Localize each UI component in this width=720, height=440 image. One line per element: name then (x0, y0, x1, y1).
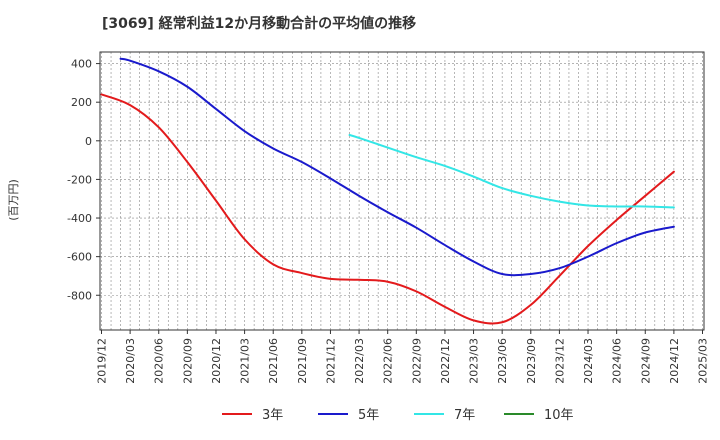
chart-title: [3069] 経常利益12か月移動合計の平均値の推移 (102, 15, 416, 32)
grid (100, 52, 704, 330)
x-tick-label: 2020/06 (153, 338, 166, 384)
x-tick-label: 2020/03 (124, 338, 137, 384)
x-tick-label: 2023/03 (468, 338, 481, 384)
x-tick-label: 2022/06 (382, 338, 395, 384)
x-tick-label: 2023/09 (525, 338, 538, 384)
y-tick-label: -200 (67, 173, 92, 186)
y-tick-label: 0 (85, 135, 92, 148)
y-tick-label: 200 (71, 96, 92, 109)
series-line-3年 (100, 93, 675, 325)
x-tick-label: 2024/03 (582, 338, 595, 384)
x-tick-label: 2020/12 (210, 338, 223, 384)
series (100, 57, 675, 325)
x-tick-label: 2021/03 (239, 338, 252, 384)
x-tick-label: 2024/09 (639, 338, 652, 384)
plot-area (99, 51, 705, 331)
x-tick-label: 2023/06 (496, 338, 509, 384)
legend-label-3年: 3年 (262, 408, 283, 423)
x-tick-label: 2022/12 (439, 338, 452, 384)
y-tick-label: -400 (67, 212, 92, 225)
x-tick-label: 2021/09 (296, 338, 309, 384)
x-tick-label: 2025/03 (697, 338, 710, 384)
x-tick-label: 2020/09 (181, 338, 194, 384)
x-tick-label: 2024/06 (611, 338, 624, 384)
x-tick-label: 2022/09 (410, 338, 423, 384)
series-line-7年 (348, 134, 675, 209)
legend-label-10年: 10年 (544, 408, 574, 423)
y-tick-label: -600 (67, 251, 92, 264)
series-line-5年 (119, 57, 675, 277)
legend-label-7年: 7年 (454, 408, 475, 423)
legend-label-5年: 5年 (358, 408, 379, 423)
y-axis-label: (百万円) (7, 179, 20, 221)
x-tick-label: 2024/12 (668, 338, 681, 384)
y-tick-label: -800 (67, 289, 92, 302)
x-tick-label: 2021/06 (267, 338, 280, 384)
x-tick-label: 2022/03 (353, 338, 366, 384)
legend: 3年 5年 7年 10年 (222, 408, 574, 423)
y-axis: 400 200 0 -200 -400 -600 -800 (67, 58, 100, 302)
x-tick-label: 2023/12 (553, 338, 566, 384)
x-axis: 2019/12 2020/03 2020/06 2020/09 2020/12 2021/… (96, 330, 710, 384)
y-tick-label: 400 (71, 58, 92, 71)
x-tick-label: 2021/12 (324, 338, 337, 384)
x-tick-label: 2019/12 (96, 338, 109, 384)
